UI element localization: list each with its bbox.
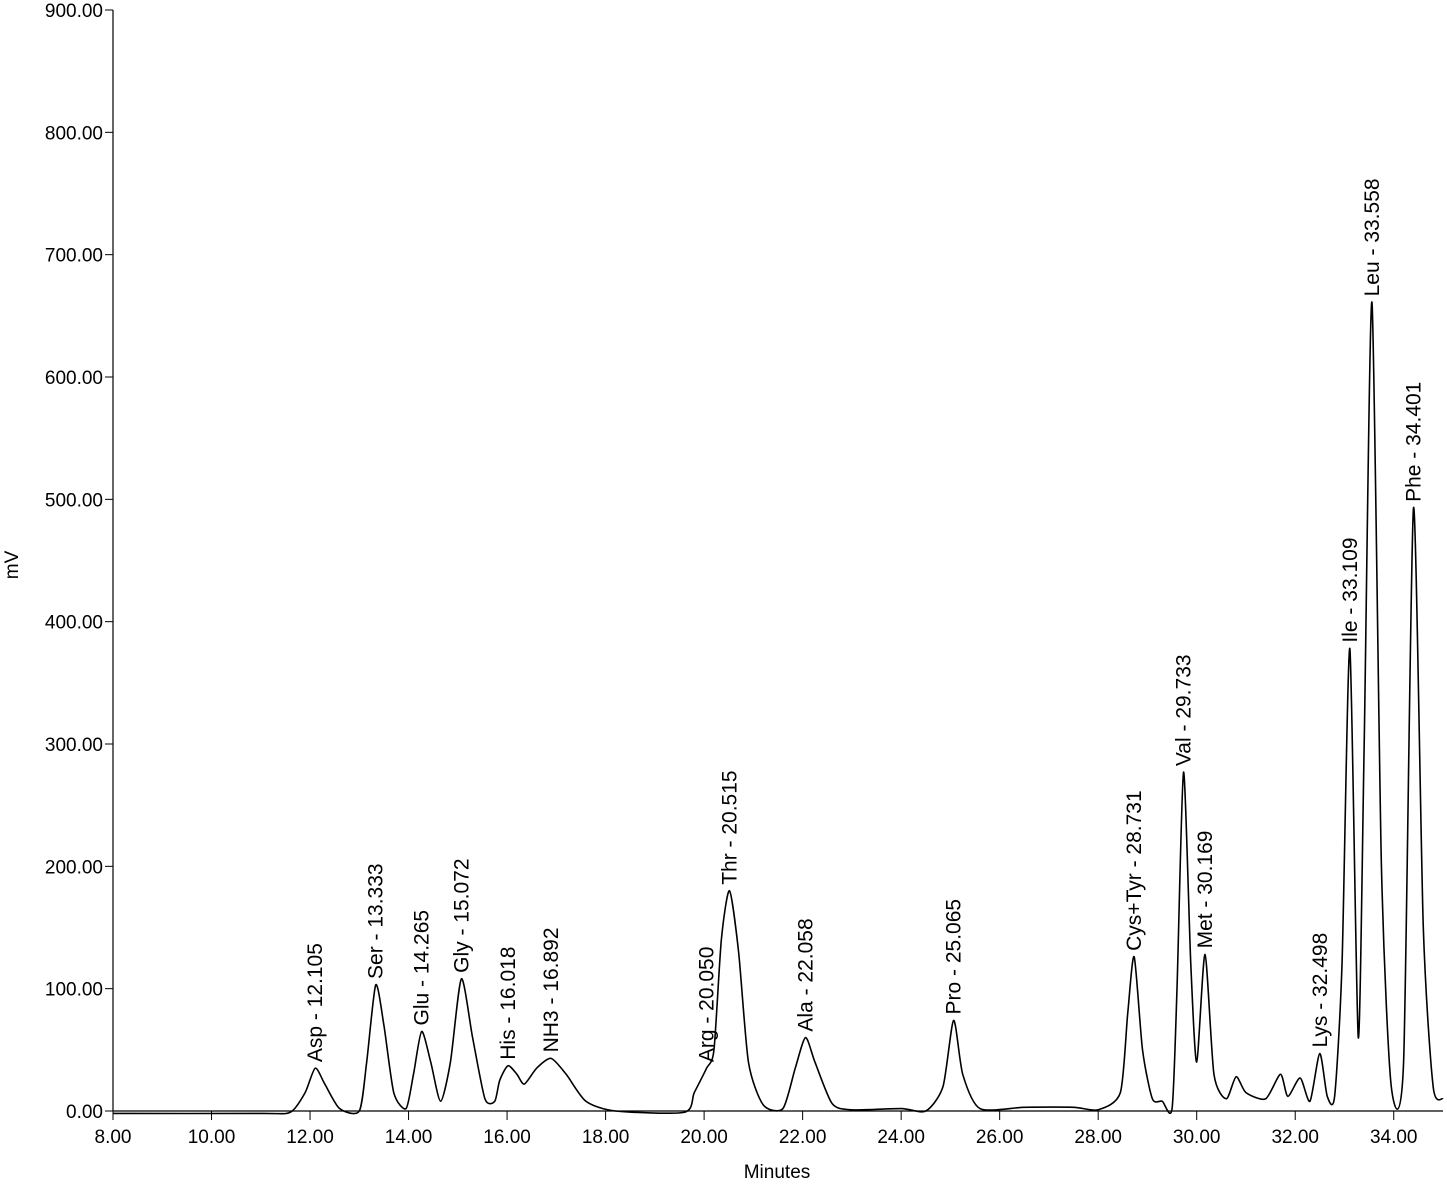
x-tick-label: 8.00 <box>95 1127 132 1148</box>
x-axis-label: Minutes <box>744 1162 811 1183</box>
x-tick-label: 18.00 <box>582 1127 630 1148</box>
peak-label: Thr - 20.515 <box>718 770 741 884</box>
y-tick-label: 300.00 <box>45 735 103 756</box>
y-tick-label: 500.00 <box>45 490 103 511</box>
x-tick-label: 10.00 <box>188 1127 236 1148</box>
trace <box>112 301 1444 1115</box>
peak-label: Ser - 13.333 <box>365 863 388 979</box>
peak-label: Leu - 33.558 <box>1361 178 1384 296</box>
x-tick-label: 30.00 <box>1173 1127 1221 1148</box>
y-tick-label: 700.00 <box>45 246 103 267</box>
peak-label: Phe - 34.401 <box>1402 382 1425 502</box>
peak-label: Lys - 32.498 <box>1309 933 1332 1048</box>
peak-label: Gly - 15.072 <box>450 858 473 972</box>
peak-label: Met - 30.169 <box>1194 831 1217 949</box>
y-tick-label: 200.00 <box>45 857 103 878</box>
peak-label: Arg - 20.050 <box>696 947 719 1063</box>
y-tick-label: 800.00 <box>45 123 103 144</box>
peak-label: Ala - 22.058 <box>794 918 817 1031</box>
peak-label: Cys+Tyr - 28.731 <box>1123 790 1146 950</box>
x-tick-label: 20.00 <box>680 1127 728 1148</box>
peak-label: Val - 29.733 <box>1173 654 1196 766</box>
x-tick-label: 32.00 <box>1271 1127 1319 1148</box>
y-tick-label: 600.00 <box>45 368 103 389</box>
x-tick-label: 14.00 <box>385 1127 433 1148</box>
peak-label: Ile - 33.109 <box>1339 538 1362 643</box>
x-tick-label: 24.00 <box>877 1127 925 1148</box>
peak-label: Glu - 14.265 <box>411 910 434 1026</box>
y-tick-label: 900.00 <box>45 1 103 22</box>
x-tick-label: 34.00 <box>1370 1127 1418 1148</box>
peak-label: His - 16.018 <box>497 947 520 1060</box>
x-tick-label: 26.00 <box>976 1127 1024 1148</box>
x-tick-label: 28.00 <box>1074 1127 1122 1148</box>
peak-label: Asp - 12.105 <box>304 943 327 1062</box>
y-tick-label: 0.00 <box>66 1102 103 1123</box>
y-tick-label: 400.00 <box>45 613 103 634</box>
y-axis-label: mV <box>2 550 23 579</box>
x-tick-label: 12.00 <box>286 1127 334 1148</box>
x-tick-label: 22.00 <box>779 1127 827 1148</box>
peak-label: NH3 - 16.892 <box>540 927 563 1052</box>
x-tick-label: 16.00 <box>483 1127 531 1148</box>
peak-label: Pro - 25.065 <box>943 899 966 1015</box>
y-tick-label: 100.00 <box>45 980 103 1001</box>
